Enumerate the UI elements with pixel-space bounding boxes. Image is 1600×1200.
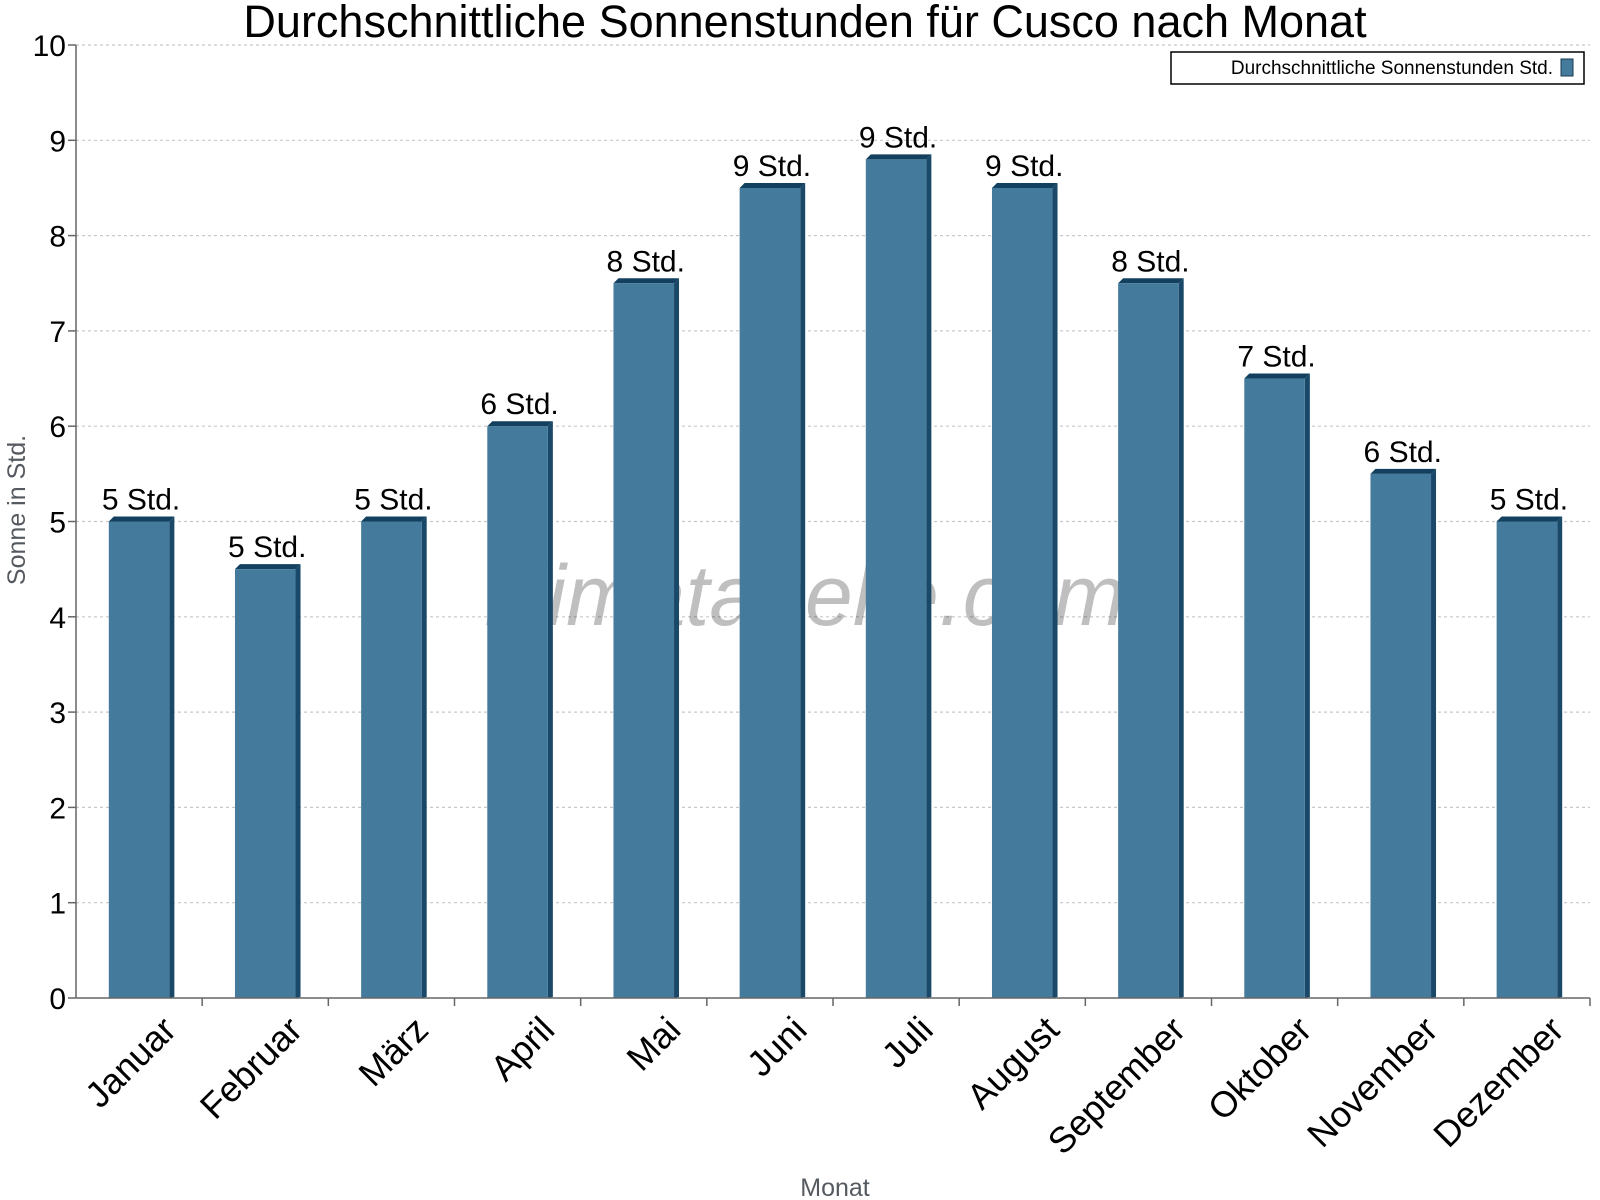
bar-side: [1557, 516, 1563, 998]
y-tick-label: 9: [49, 125, 66, 158]
y-tick-label: 7: [49, 316, 66, 349]
bar-side: [421, 516, 427, 998]
bar: [1370, 468, 1437, 999]
data-labels: 5 Std. 5 Std. 5 Std. 6 Std. 8 Std. 9 Std. 9 St…: [102, 121, 1568, 564]
bar-face: [739, 187, 801, 998]
bar: [613, 278, 680, 998]
bar-top: [739, 182, 806, 188]
y-tick-label: 6: [49, 411, 66, 444]
y-tick-label: 10: [33, 30, 66, 63]
chart-title: Durchschnittliche Sonnenstunden für Cusc…: [243, 0, 1367, 47]
x-tick-label: Juni: [739, 1009, 815, 1085]
bar: [108, 516, 175, 998]
x-tick-label: April: [482, 1009, 562, 1089]
y-tick-label: 4: [49, 602, 66, 635]
legend-box: [1170, 51, 1585, 85]
x-tick-label: November: [1299, 1009, 1445, 1155]
bar: [739, 182, 806, 998]
legend-swatch: [1560, 58, 1574, 77]
bar-face: [1244, 378, 1305, 998]
gridlines: [76, 44, 1590, 904]
bar: [1118, 278, 1184, 998]
x-tick-label: Februar: [192, 1009, 310, 1127]
y-axis-title: Sonne in Std.: [3, 435, 31, 585]
bar-top: [991, 182, 1058, 188]
bar-side: [295, 564, 301, 998]
x-axis-title: Monat: [800, 1174, 870, 1200]
y-tick-label: 8: [49, 221, 66, 254]
legend-label: Durchschnittliche Sonnenstunden Std.: [1231, 58, 1553, 79]
bar-face: [234, 569, 296, 998]
y-tick-label: 2: [49, 792, 66, 825]
y-tick-labels: 0 1 2 3 4 5 6 7 8 9 10: [33, 30, 66, 1016]
bar: [487, 421, 553, 998]
bar-side: [1431, 468, 1437, 999]
bar-face: [108, 521, 170, 998]
bar-face: [1118, 283, 1179, 998]
bar-face: [991, 187, 1053, 998]
data-label: 8 Std.: [607, 245, 685, 278]
data-label: 5 Std.: [1490, 484, 1568, 517]
bar-top: [361, 516, 427, 522]
bar-top: [1118, 278, 1184, 284]
data-label: 6 Std.: [480, 388, 558, 421]
bar: [234, 564, 301, 998]
x-tick-label: Januar: [77, 1009, 184, 1116]
bar-side: [1052, 182, 1058, 998]
bar-top: [865, 154, 932, 160]
bar-top: [487, 421, 553, 427]
bar: [1244, 373, 1310, 998]
x-tick-label: Mai: [618, 1009, 688, 1079]
y-tick-label: 5: [49, 507, 66, 540]
x-tick-label: September: [1040, 1009, 1194, 1163]
bar-side: [926, 154, 932, 999]
bar-top: [234, 564, 301, 570]
y-tick-label: 0: [49, 983, 66, 1016]
data-label: 9 Std.: [859, 121, 937, 154]
bar-top: [1244, 373, 1310, 379]
data-label: 9 Std.: [985, 150, 1063, 183]
bar-top: [1496, 516, 1563, 522]
bar-side: [800, 182, 806, 998]
data-label: 5 Std.: [228, 531, 306, 564]
bar-top: [108, 516, 175, 522]
bar-face: [361, 521, 422, 998]
bar-side: [1178, 278, 1184, 998]
bar-face: [1496, 521, 1558, 998]
x-tick-label: Juli: [874, 1009, 941, 1076]
data-label: 5 Std.: [102, 484, 180, 517]
legend: Durchschnittliche Sonnenstunden Std.: [1170, 51, 1585, 85]
bar-face: [613, 283, 675, 998]
x-tick-label: Dezember: [1425, 1009, 1571, 1155]
bar-side: [547, 421, 553, 998]
bar-series: [108, 154, 1563, 999]
bar-top: [613, 278, 680, 284]
bar-face: [865, 159, 927, 999]
data-label: 6 Std.: [1364, 436, 1442, 469]
y-tick-label: 1: [49, 888, 66, 921]
bar: [361, 516, 427, 998]
bar-side: [169, 516, 175, 998]
data-label: 8 Std.: [1111, 245, 1189, 278]
x-tick-label: August: [959, 1009, 1067, 1117]
axes: [68, 44, 1591, 1006]
y-tick-label: 3: [49, 697, 66, 730]
x-tick-labels: Januar Februar März April Mai Juni Juli AugustS…: [77, 1009, 1572, 1163]
bar-side: [1304, 373, 1310, 998]
bar: [1496, 516, 1563, 998]
data-label: 7 Std.: [1237, 341, 1315, 374]
bar-side: [674, 278, 680, 998]
x-tick-label: Oktober: [1200, 1009, 1320, 1129]
bar: [991, 182, 1058, 998]
bar-face: [487, 426, 548, 998]
bar: [865, 154, 932, 999]
x-tick-label: März: [350, 1009, 436, 1095]
bar-top: [1370, 468, 1437, 474]
bar-face: [1370, 473, 1432, 999]
data-label: 5 Std.: [354, 484, 432, 517]
data-label: 9 Std.: [733, 150, 811, 183]
